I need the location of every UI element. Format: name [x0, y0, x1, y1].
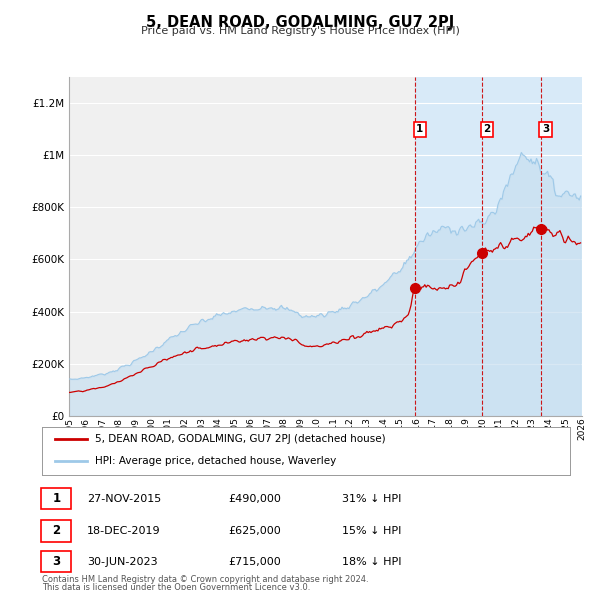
Text: 18% ↓ HPI: 18% ↓ HPI: [342, 557, 401, 566]
Text: 15% ↓ HPI: 15% ↓ HPI: [342, 526, 401, 536]
Text: 3: 3: [52, 555, 61, 568]
Text: 5, DEAN ROAD, GODALMING, GU7 2PJ: 5, DEAN ROAD, GODALMING, GU7 2PJ: [146, 15, 454, 30]
Text: 27-NOV-2015: 27-NOV-2015: [87, 494, 161, 503]
Text: 18-DEC-2019: 18-DEC-2019: [87, 526, 161, 536]
Text: 30-JUN-2023: 30-JUN-2023: [87, 557, 158, 566]
Text: £625,000: £625,000: [228, 526, 281, 536]
Text: HPI: Average price, detached house, Waverley: HPI: Average price, detached house, Wave…: [95, 457, 336, 467]
Bar: [541, 77, 582, 416]
Text: 3: 3: [542, 124, 549, 135]
Text: Contains HM Land Registry data © Crown copyright and database right 2024.: Contains HM Land Registry data © Crown c…: [42, 575, 368, 584]
Text: £490,000: £490,000: [228, 494, 281, 503]
Text: 1: 1: [416, 124, 424, 135]
Bar: [541, 77, 582, 416]
Text: £715,000: £715,000: [228, 557, 281, 566]
Text: This data is licensed under the Open Government Licence v3.0.: This data is licensed under the Open Gov…: [42, 583, 310, 590]
Text: Price paid vs. HM Land Registry's House Price Index (HPI): Price paid vs. HM Land Registry's House …: [140, 26, 460, 36]
Text: 5, DEAN ROAD, GODALMING, GU7 2PJ (detached house): 5, DEAN ROAD, GODALMING, GU7 2PJ (detach…: [95, 434, 385, 444]
Text: 2: 2: [52, 525, 61, 537]
Text: 2: 2: [484, 124, 491, 135]
Bar: [415, 77, 482, 416]
Text: 1: 1: [52, 492, 61, 505]
Text: 31% ↓ HPI: 31% ↓ HPI: [342, 494, 401, 503]
Bar: [482, 77, 541, 416]
